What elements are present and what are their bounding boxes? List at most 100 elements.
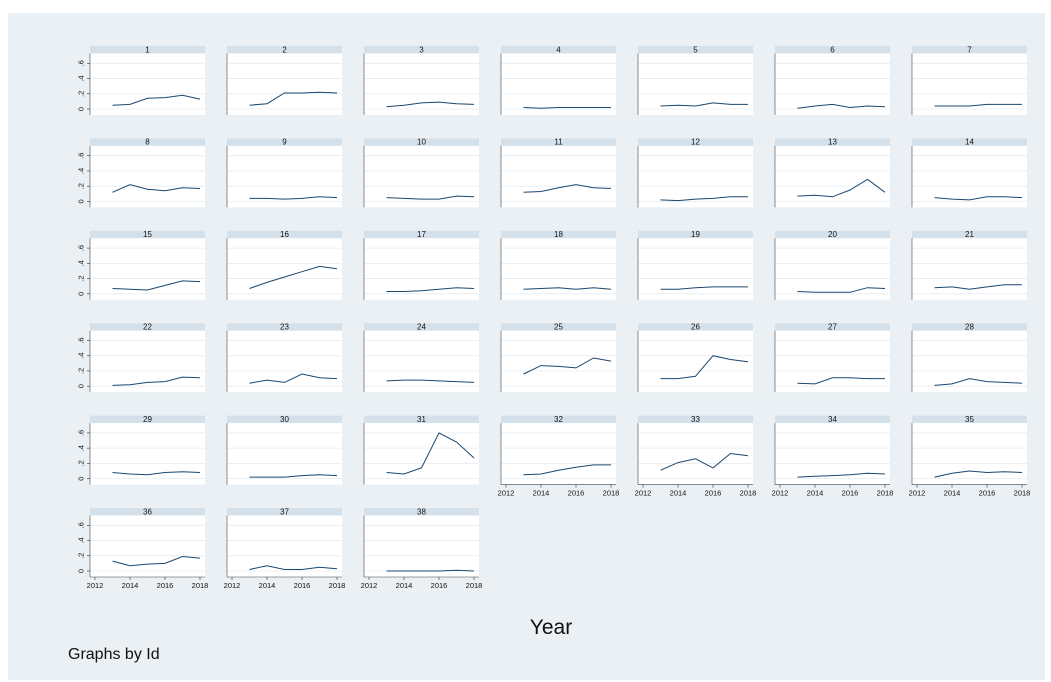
panel-strip (501, 323, 616, 331)
panel-label: 38 (417, 507, 426, 516)
y-tick-label: .6 (77, 153, 86, 159)
panel-2: 2 (226, 45, 342, 115)
panel-28: 28 (911, 323, 1027, 393)
panel-13: 13 (774, 138, 890, 208)
plot-area (227, 423, 342, 485)
plot-area (912, 145, 1027, 208)
x-tick-label: 2016 (294, 581, 311, 590)
x-tick-label: 2016 (705, 489, 722, 498)
y-tick-label: .4 (77, 75, 86, 81)
panel-strip (364, 415, 479, 424)
series-line-25 (523, 357, 612, 375)
y-tick-label: 0 (77, 107, 86, 111)
panel-label: 15 (143, 230, 152, 239)
panel-strip (90, 415, 205, 424)
panel-label: 12 (691, 138, 700, 147)
panel-strip (501, 230, 616, 239)
panel-strip (501, 46, 616, 54)
panel-20: 20 (774, 230, 890, 300)
panel-26: 26 (637, 323, 753, 393)
panel-7: 7 (911, 45, 1027, 115)
panel-37: 37 2012 2014 2016 2018 (224, 507, 346, 590)
panel-label: 35 (965, 415, 974, 424)
y-tick-label: 0 (77, 569, 86, 573)
series-line-14 (934, 196, 1023, 201)
panel-label: 37 (280, 507, 289, 516)
series-line-17 (386, 287, 475, 292)
panel-14: 14 (911, 138, 1027, 208)
plot-area (501, 330, 616, 393)
plot-area (227, 330, 342, 393)
series-line-29 (112, 471, 201, 476)
panel-label: 13 (828, 138, 837, 147)
panel-strip (364, 138, 479, 146)
panel-label: 17 (417, 230, 426, 239)
series-line-32 (523, 464, 611, 476)
series-line-4 (523, 107, 611, 109)
series-line-30 (249, 474, 338, 478)
panel-strip (501, 415, 616, 424)
plot-area (227, 145, 342, 208)
panel-label: 18 (554, 230, 563, 239)
x-tick-label: 2014 (807, 489, 824, 498)
panel-29: 29 0 .2 .4 .6 (77, 415, 205, 485)
panel-32: 32 2012 2014 2016 2018 (498, 415, 620, 498)
plot-area (501, 145, 616, 208)
plot-area (775, 145, 890, 208)
series-line-8 (112, 184, 201, 193)
panel-strip (775, 323, 890, 331)
y-tick-label: 0 (77, 477, 86, 481)
plot-area (227, 238, 342, 300)
x-tick-label: 2012 (224, 581, 241, 590)
series-line-37 (249, 565, 338, 570)
panel-27: 27 (774, 323, 890, 393)
x-tick-label: 2014 (670, 489, 687, 498)
panel-label: 14 (965, 138, 974, 147)
plot-area (227, 53, 342, 115)
x-tick-label: 2014 (122, 581, 139, 590)
plot-area (912, 330, 1027, 393)
panel-11: 11 (500, 138, 616, 208)
x-tick-label: 2014 (259, 581, 276, 590)
panel-label: 23 (280, 323, 289, 332)
panel-label: 6 (830, 45, 835, 54)
panel-strip (227, 138, 342, 146)
series-line-23 (249, 373, 338, 384)
panel-21: 21 (911, 230, 1027, 300)
series-line-7 (934, 103, 1022, 107)
panel-strip (90, 138, 205, 146)
series-line-3 (386, 101, 475, 108)
panel-label: 31 (417, 415, 426, 424)
plot-area (638, 330, 753, 393)
panel-label: 22 (143, 323, 152, 332)
panel-4: 4 (500, 45, 616, 115)
panel-strip (912, 230, 1027, 239)
series-line-13 (797, 178, 886, 198)
panel-strip (227, 230, 342, 239)
y-tick-label: .2 (77, 368, 86, 374)
plot-area (90, 330, 205, 393)
series-line-6 (797, 103, 886, 109)
series-line-9 (249, 196, 338, 200)
y-tick-label: .6 (77, 60, 86, 66)
panel-17: 17 (363, 230, 479, 300)
panel-31: 31 (363, 415, 479, 485)
panel-label: 10 (417, 138, 426, 147)
panel-25: 25 (500, 323, 616, 393)
y-tick-label: .4 (77, 537, 86, 543)
plot-area (638, 238, 753, 300)
plot-area (90, 145, 205, 208)
y-tick-label: .4 (77, 353, 86, 359)
x-tick-label: 2018 (329, 581, 346, 590)
panel-strip (90, 508, 205, 516)
series-line-16 (249, 265, 338, 289)
y-tick-label: .6 (77, 245, 86, 251)
panel-label: 4 (556, 45, 561, 54)
x-tick-label: 2018 (603, 489, 620, 498)
panel-strip (227, 508, 342, 516)
panel-label: 34 (828, 415, 837, 424)
panel-36: 36 0 .2 .4 .6 2012 2014 2016 2018 (77, 507, 209, 590)
x-tick-label: 2018 (466, 581, 483, 590)
plot-area (90, 515, 205, 577)
panel-23: 23 (226, 323, 342, 393)
